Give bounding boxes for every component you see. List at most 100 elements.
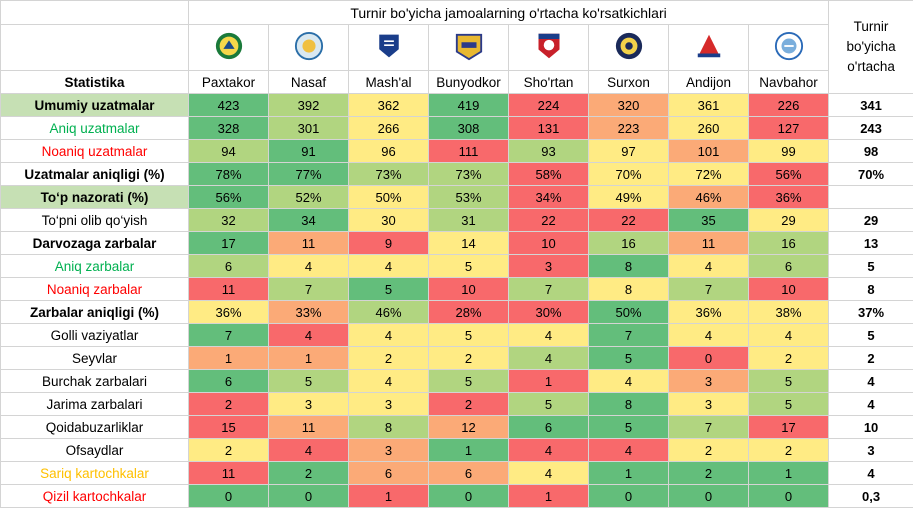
stat-value-cell: 4 — [588, 438, 669, 462]
tournament-average-cell: 3 — [828, 438, 913, 462]
tournament-average-cell: 70% — [828, 162, 913, 186]
stat-value-cell: 56% — [188, 185, 269, 209]
stat-value-cell: 17 — [188, 231, 269, 255]
team-logo-cell — [668, 24, 749, 71]
stat-label: Umumiy uzatmalar — [0, 93, 189, 117]
stat-label: Darvozaga zarbalar — [0, 231, 189, 255]
stat-value-cell: 260 — [668, 116, 749, 140]
stat-header: Statistika — [0, 70, 189, 94]
stat-value-cell: 6 — [747, 254, 830, 278]
stat-label: Qoidabuzarliklar — [0, 415, 189, 439]
tournament-average-cell: 5 — [828, 254, 913, 278]
stat-value-cell: 2 — [747, 438, 830, 462]
stat-value-cell: 10 — [508, 231, 589, 255]
stat-value-cell: 301 — [268, 116, 349, 140]
stat-value-cell: 5 — [588, 415, 669, 439]
stat-value-cell: 3 — [508, 254, 589, 278]
stat-value-cell: 4 — [668, 254, 749, 278]
mashal-logo-icon — [373, 31, 405, 63]
stat-value-cell: 5 — [747, 369, 830, 393]
team-logo-cell — [188, 24, 269, 71]
stat-value-cell: 266 — [348, 116, 429, 140]
logo-row-label — [0, 24, 189, 71]
stat-value-cell: 38% — [747, 300, 830, 324]
stat-value-cell: 22 — [588, 208, 669, 232]
stat-label: Uzatmalar aniqligi (%) — [0, 162, 189, 186]
stat-value-cell: 0 — [747, 484, 830, 508]
bunyodkor-logo-icon — [453, 31, 485, 63]
stat-value-cell: 3 — [668, 392, 749, 416]
stat-value-cell: 4 — [508, 346, 589, 370]
table-title: Turnir bo'yicha jamoalarning o'rtacha ko… — [187, 0, 830, 25]
tournament-average-cell: 2 — [828, 346, 913, 370]
stat-value-cell: 111 — [428, 139, 509, 163]
stat-label: To‘pni olib qo‘yish — [0, 208, 189, 232]
table-row: Seyvlar 1 1 2 2 4 5 0 2 2 — [0, 346, 913, 370]
stat-value-cell: 12 — [428, 415, 509, 439]
stat-value-cell: 2 — [747, 346, 830, 370]
stat-value-cell: 28% — [428, 300, 509, 324]
table-row: Aniq uzatmalar 328 301 266 308 131 223 260 127 24… — [0, 116, 913, 140]
stat-value-cell: 3 — [268, 392, 349, 416]
stat-value-cell: 2 — [188, 438, 269, 462]
table-row: Qoidabuzarliklar 15 11 8 12 6 5 7 17 10 — [0, 415, 913, 439]
stat-value-cell: 4 — [268, 438, 349, 462]
stat-value-cell: 11 — [668, 231, 749, 255]
stat-value-cell: 0 — [668, 346, 749, 370]
stat-value-cell: 131 — [508, 116, 589, 140]
stat-value-cell: 6 — [348, 461, 429, 485]
stat-value-cell: 5 — [268, 369, 349, 393]
team-logo-cell — [588, 24, 669, 71]
stat-value-cell: 127 — [747, 116, 830, 140]
stat-value-cell: 4 — [508, 461, 589, 485]
tournament-average-cell: 4 — [828, 369, 913, 393]
stat-value-cell: 58% — [508, 162, 589, 186]
stat-value-cell: 29 — [747, 208, 830, 232]
stat-value-cell: 8 — [588, 392, 669, 416]
team-logo-cell — [348, 24, 429, 71]
stat-value-cell: 2 — [668, 461, 749, 485]
stat-value-cell: 392 — [268, 93, 349, 117]
stat-value-cell: 3 — [668, 369, 749, 393]
stat-value-cell: 1 — [508, 369, 589, 393]
average-header-line-1: Turnir — [853, 19, 889, 34]
stat-value-cell: 4 — [268, 323, 349, 347]
stat-value-cell: 46% — [668, 185, 749, 209]
stat-value-cell: 30% — [508, 300, 589, 324]
stat-label: Seyvlar — [0, 346, 189, 370]
stat-value-cell: 78% — [188, 162, 269, 186]
stat-label: Zarbalar aniqligi (%) — [0, 300, 189, 324]
stat-value-cell: 308 — [428, 116, 509, 140]
tournament-average-cell: 8 — [828, 277, 913, 301]
tournament-average-cell: 4 — [828, 392, 913, 416]
table-row: Zarbalar aniqligi (%) 36% 33% 46% 28% 30% 50% 3… — [0, 300, 913, 324]
nasaf-logo-icon — [293, 31, 325, 63]
stat-value-cell: 7 — [668, 277, 749, 301]
stat-value-cell: 11 — [268, 231, 349, 255]
stat-value-cell: 36% — [747, 185, 830, 209]
stat-value-cell: 5 — [747, 392, 830, 416]
stat-value-cell: 2 — [668, 438, 749, 462]
stat-value-cell: 1 — [348, 484, 429, 508]
stat-value-cell: 224 — [508, 93, 589, 117]
stat-value-cell: 1 — [188, 346, 269, 370]
stat-value-cell: 99 — [747, 139, 830, 163]
stat-label: Ofsaydlar — [0, 438, 189, 462]
tournament-average-cell: 29 — [828, 208, 913, 232]
stat-value-cell: 46% — [348, 300, 429, 324]
stat-value-cell: 328 — [188, 116, 269, 140]
stat-value-cell: 2 — [348, 346, 429, 370]
stat-value-cell: 10 — [747, 277, 830, 301]
stat-value-cell: 6 — [188, 254, 269, 278]
stat-value-cell: 36% — [668, 300, 749, 324]
stat-value-cell: 4 — [747, 323, 830, 347]
stat-value-cell: 4 — [668, 323, 749, 347]
table-row: Uzatmalar aniqligi (%) 78% 77% 73% 73% 58% 70%… — [0, 162, 913, 186]
stat-value-cell: 56% — [747, 162, 830, 186]
stat-value-cell: 50% — [348, 185, 429, 209]
stat-value-cell: 11 — [188, 277, 269, 301]
stat-value-cell: 91 — [268, 139, 349, 163]
stat-value-cell: 53% — [428, 185, 509, 209]
stat-value-cell: 0 — [668, 484, 749, 508]
stat-value-cell: 93 — [508, 139, 589, 163]
